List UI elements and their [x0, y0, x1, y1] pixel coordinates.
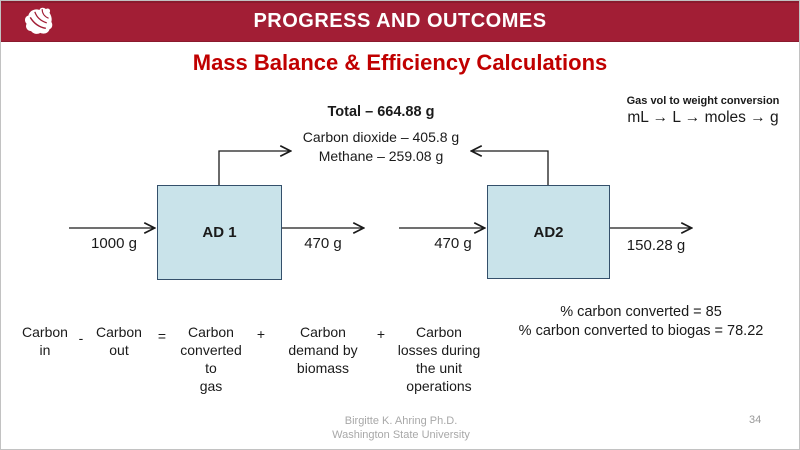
equation-operator-plus: +: [256, 326, 266, 342]
equation-operator-minus: -: [78, 330, 84, 346]
logo-accent-line: [41, 9, 49, 19]
flow-label-out-ad2: 150.28 g: [626, 237, 686, 254]
flow-label-out-ad1: 470 g: [304, 235, 342, 252]
reactor-ad2-label: AD2: [533, 223, 564, 241]
conversion-note: Gas vol to weight conversion mL → L → mo…: [613, 95, 793, 127]
logo-accent-line: [34, 11, 47, 24]
header-bar: PROGRESS AND OUTCOMES: [1, 1, 799, 42]
equation-operator-plus: +: [376, 326, 386, 342]
cougar-silhouette: [24, 7, 53, 34]
equation-operator-equals: =: [157, 328, 167, 344]
equation-term-converted-to-gas: Carbon converted to gas: [180, 324, 242, 394]
flow-label-feed-ad2: 470 g: [434, 235, 472, 252]
logo-accent-line: [29, 16, 46, 30]
conversion-note-heading: Gas vol to weight conversion: [626, 95, 780, 107]
equation-term-losses-unit-operations: Carbon losses during the unit operations: [397, 324, 481, 394]
reactor-box-ad2: AD2: [487, 185, 610, 279]
equation-term-carbon-out: Carbon out: [96, 324, 142, 358]
slide-title: Mass Balance & Efficiency Calculations: [192, 50, 608, 75]
equation-term-demand-by-biomass: Carbon demand by biomass: [288, 324, 358, 376]
reactor-box-ad1: AD 1: [157, 185, 282, 280]
page-number: 34: [749, 414, 762, 426]
footer-credit: Birgitte K. Ahring Ph.D. Washington Stat…: [332, 415, 470, 441]
wsu-cougar-logo-icon: [24, 7, 53, 34]
header-title: PROGRESS AND OUTCOMES: [253, 10, 547, 32]
gas-total-label: Total – 664.88 g: [327, 104, 435, 120]
equation-term-carbon-in: Carbon in: [22, 324, 68, 358]
conversion-results: % carbon converted = 85 % carbon convert…: [518, 304, 764, 339]
conversion-formula: mL → L → moles → g: [627, 109, 779, 126]
flow-label-feed-ad1: 1000 g: [91, 235, 137, 252]
reactor-ad1-label: AD 1: [202, 224, 237, 241]
gas-breakdown-label: Carbon dioxide – 405.8 g Methane – 259.0…: [302, 129, 460, 164]
